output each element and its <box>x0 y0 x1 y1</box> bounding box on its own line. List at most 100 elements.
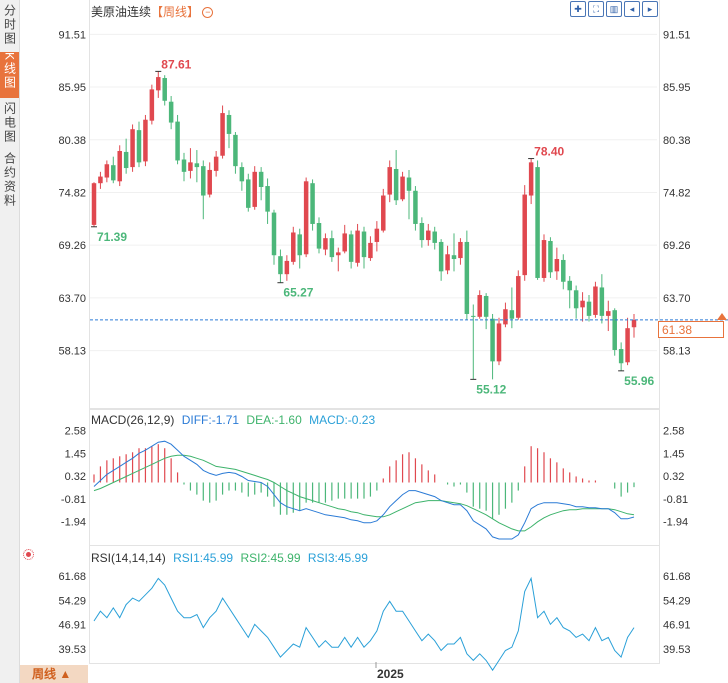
candle-body <box>175 121 180 161</box>
candle-body <box>329 238 335 258</box>
prev-icon[interactable]: ◂ <box>624 1 640 17</box>
chart-header: 美原油连续【周线】 − <box>91 3 214 20</box>
candle-body <box>419 223 425 241</box>
rsi-y-tick-left: 54.29 <box>58 595 86 607</box>
candle-body <box>265 186 270 212</box>
candle-body <box>586 301 592 316</box>
candle-body <box>554 259 560 272</box>
candle-body <box>471 315 476 317</box>
candle-body <box>130 129 135 168</box>
candle-body <box>233 134 238 167</box>
candle-body <box>156 77 161 91</box>
price-high-label: 87.61 <box>161 57 191 71</box>
price-y-tick-left: 58.13 <box>58 346 86 358</box>
rsi1-readout: RSI1:45.99 <box>173 551 234 565</box>
price-y-tick-left: 74.82 <box>58 187 86 199</box>
crosshair-icon[interactable]: ✚ <box>570 1 586 17</box>
candle-body <box>599 287 605 316</box>
candle-body <box>291 232 296 262</box>
candle-body <box>393 168 399 201</box>
tab-label: K线图 <box>2 52 17 91</box>
price-low-label: 55.12 <box>476 382 506 396</box>
candle-body <box>201 166 206 196</box>
macd-y-tick-right: 0.32 <box>663 471 684 483</box>
macd-y-tick-right: 2.58 <box>663 425 684 437</box>
collapse-icon[interactable]: − <box>202 7 214 19</box>
candle-body <box>239 167 245 182</box>
rsi-header: RSI(14,14,14) RSI1:45.99 RSI2:45.99 RSI3… <box>91 551 368 565</box>
candle-body <box>528 162 534 196</box>
price-y-tick-left: 69.26 <box>58 240 86 252</box>
period-label: 周线 ▲ <box>32 667 72 681</box>
candle-body <box>432 231 437 243</box>
indicator-icon[interactable]: ▥ <box>606 1 622 17</box>
candle-body <box>477 295 482 317</box>
rsi-y-tick-right: 54.29 <box>663 595 691 607</box>
candle-body <box>207 169 212 195</box>
chart-toolbar: ✚ ⛶ ▥ ◂ ▸ <box>570 1 658 17</box>
price-y-tick-right: 74.82 <box>663 187 691 199</box>
candle-body <box>136 130 142 163</box>
candle-body <box>625 328 630 363</box>
symbol-name: 美原油连续 <box>91 5 152 19</box>
macd-header: MACD(26,12,9) DIFF:-1.71 DEA:-1.60 MACD:… <box>91 413 375 427</box>
candle-body <box>162 78 167 101</box>
candle-body <box>252 171 257 207</box>
rsi2-readout: RSI2:45.99 <box>240 551 301 565</box>
tab-kline[interactable]: K线图 <box>0 52 19 98</box>
candle-body <box>541 240 547 278</box>
tab-flash[interactable]: 闪电图 <box>0 102 19 146</box>
candle-body <box>226 114 232 134</box>
candle-body <box>509 310 515 319</box>
candle-body <box>381 195 386 231</box>
price-marker-icon <box>717 313 727 320</box>
last-price-tag: 61.38 <box>658 321 724 338</box>
macd-y-tick-left: -0.81 <box>61 494 86 506</box>
expand-icon[interactable]: ⛶ <box>588 1 604 17</box>
rsi-y-tick-right: 46.91 <box>663 620 691 632</box>
candle-body <box>438 241 444 272</box>
macd-y-tick-left: 2.58 <box>65 425 86 437</box>
price-low-label: 65.27 <box>283 286 313 300</box>
tab-contract-info[interactable]: 合约资料 <box>0 152 19 212</box>
next-icon[interactable]: ▸ <box>642 1 658 17</box>
candle-body <box>503 309 508 325</box>
period-selector-button[interactable]: 周线 ▲ <box>20 665 88 683</box>
rsi-y-tick-left: 46.91 <box>58 620 86 632</box>
candle-body <box>413 190 418 224</box>
candle-body <box>348 234 354 262</box>
macd-y-tick-right: -0.81 <box>663 494 688 506</box>
candle-body <box>368 242 373 259</box>
price-y-tick-left: 63.70 <box>58 293 86 305</box>
candle-body <box>573 290 579 309</box>
tab-label: 分时图 <box>2 4 17 46</box>
candle-body <box>593 286 598 315</box>
price-y-tick-right: 85.95 <box>663 82 691 94</box>
settings-icon[interactable] <box>23 549 34 560</box>
candle-body <box>246 179 251 208</box>
candle-body <box>445 254 450 271</box>
tab-timeshare[interactable]: 分时图 <box>0 4 19 48</box>
price-y-tick-right: 69.26 <box>663 240 691 252</box>
candle-body <box>400 176 405 200</box>
dea-line <box>93 454 635 532</box>
price-y-tick-left: 85.95 <box>58 82 86 94</box>
candle-body <box>258 171 264 187</box>
diff-line <box>93 440 635 540</box>
candle-body <box>516 276 521 318</box>
candle-body <box>580 300 585 308</box>
candle-body <box>271 212 277 256</box>
candle-body <box>612 310 617 350</box>
candle-body <box>355 230 360 263</box>
rsi-y-tick-right: 61.68 <box>663 571 691 583</box>
candle-body <box>213 156 219 171</box>
candle-body <box>342 233 347 252</box>
candle-body <box>535 167 540 278</box>
candle-body <box>98 176 103 184</box>
macd-readout: MACD:-0.23 <box>309 413 376 427</box>
candle-body <box>117 150 122 182</box>
candle-body <box>464 241 470 314</box>
candle-body <box>91 183 97 225</box>
candle-body <box>561 259 566 282</box>
